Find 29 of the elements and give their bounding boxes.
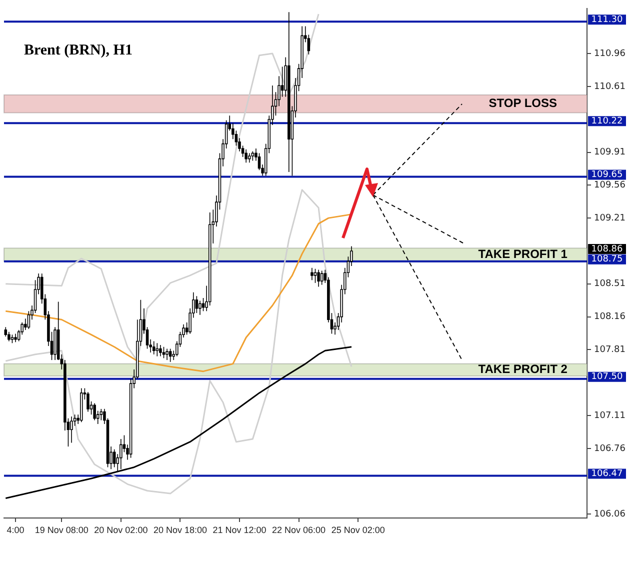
x-tick-label: 4:00 bbox=[6, 524, 24, 535]
ref-line-label: 108.75 bbox=[591, 254, 623, 265]
y-tick-label: 106.76 bbox=[594, 444, 626, 454]
y-tick-label: 108.16 bbox=[594, 312, 626, 322]
x-tick-label: 25 Nov 02:00 bbox=[331, 524, 385, 535]
x-tick-label: 20 Nov 18:00 bbox=[153, 524, 207, 535]
band-label: STOP LOSS bbox=[488, 96, 557, 110]
y-tick-label: 109.91 bbox=[594, 148, 626, 158]
ref-line-label: 111.30 bbox=[591, 14, 624, 25]
band-label: TAKE PROFIT 2 bbox=[478, 362, 568, 376]
x-tick-label: 19 Nov 08:00 bbox=[34, 524, 88, 535]
y-tick-label: 107.81 bbox=[594, 345, 626, 356]
x-tick-label: 22 Nov 06:00 bbox=[272, 524, 326, 535]
y-tick-label: 108.51 bbox=[594, 279, 626, 290]
y-tick-label: 109.56 bbox=[594, 180, 626, 191]
y-tick-label: 110.96 bbox=[594, 48, 626, 59]
y-tick-label: 106.06 bbox=[594, 510, 626, 520]
text: Brent (BRN), H1 bbox=[24, 42, 132, 58]
band-label: TAKE PROFIT 1 bbox=[478, 247, 568, 262]
y-tick-label: 107.11 bbox=[594, 410, 626, 421]
ref-line-label: 109.65 bbox=[591, 170, 623, 180]
y-tick-label: 110.61 bbox=[594, 82, 626, 92]
x-tick-label: 20 Nov 02:00 bbox=[94, 524, 148, 535]
text: 108.86 bbox=[591, 244, 624, 254]
ref-line-label: 106.47 bbox=[591, 469, 623, 480]
ref-line-label: 107.50 bbox=[591, 372, 624, 382]
x-tick-label: 21 Nov 12:00 bbox=[212, 524, 266, 535]
y-tick-label: 109.21 bbox=[594, 213, 626, 224]
ref-line-label: 110.22 bbox=[591, 116, 623, 126]
